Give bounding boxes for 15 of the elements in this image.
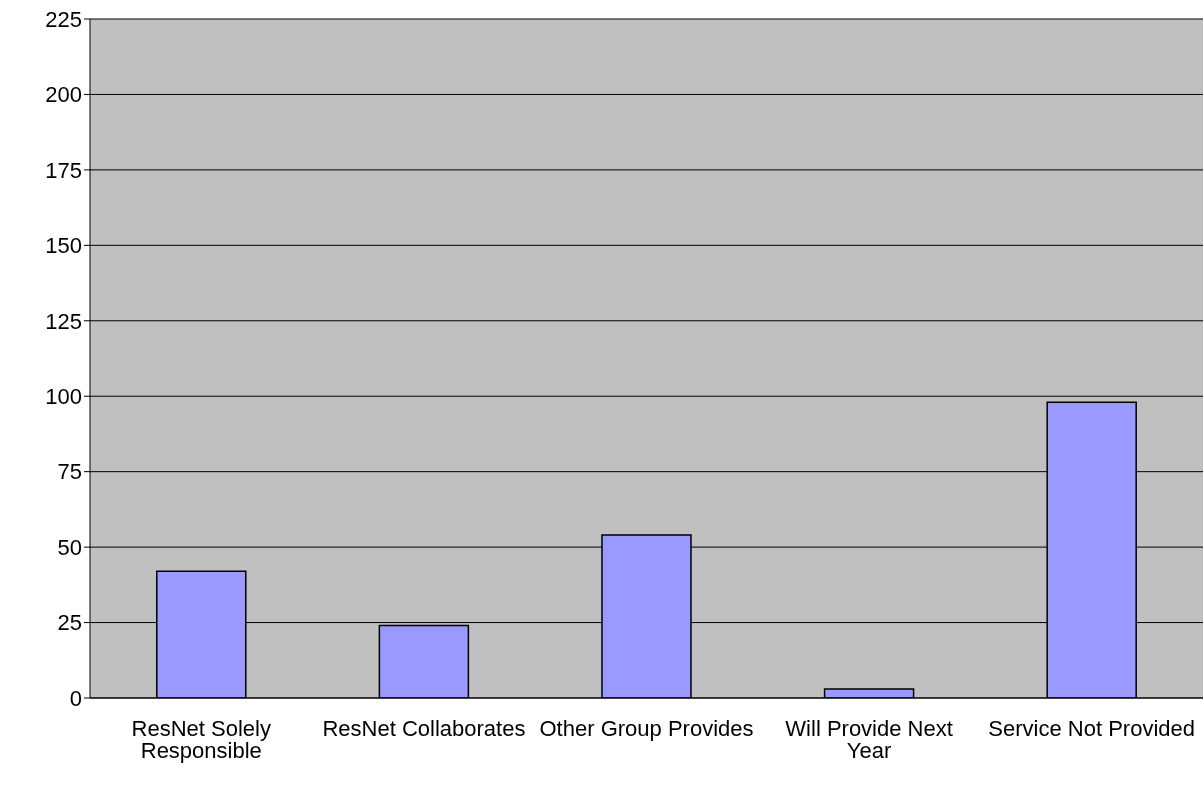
y-tick-label: 200: [45, 82, 82, 108]
y-tick-label: 125: [45, 308, 82, 334]
y-tick-label: 0: [69, 685, 82, 711]
x-tick-label: ResNet Solely Responsible: [131, 715, 271, 763]
y-tick-label: 100: [45, 384, 82, 410]
y-tick-label: 75: [57, 459, 82, 485]
x-tick-label: Will Provide Next Year: [785, 715, 953, 763]
y-tick-label: 175: [45, 157, 82, 183]
x-tick-label: ResNet Collaborates: [322, 715, 526, 741]
y-tick-label: 25: [57, 610, 82, 636]
x-tick-label: Other Group Provides: [539, 715, 754, 741]
y-tick-label: 150: [45, 233, 82, 259]
x-tick-label: Service Not Provided: [988, 715, 1196, 741]
y-tick-label: 50: [57, 534, 82, 560]
y-tick-label: 225: [45, 6, 82, 32]
